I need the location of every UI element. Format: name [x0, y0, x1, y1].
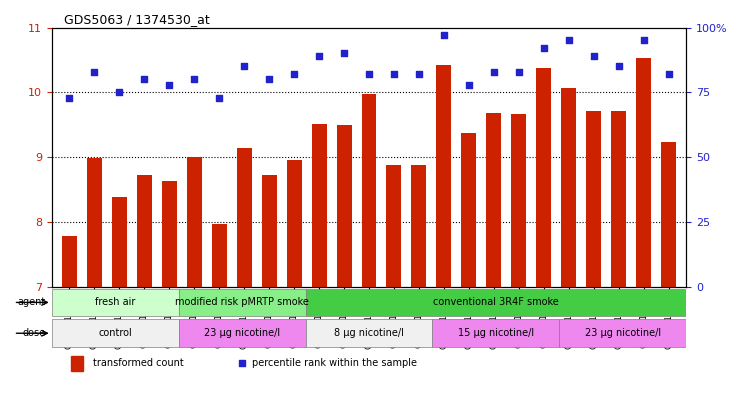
Point [263, 76, 275, 83]
Point [313, 53, 325, 59]
Bar [311, 124, 326, 287]
Bar [212, 224, 227, 287]
Point [413, 71, 425, 77]
Bar [636, 58, 652, 287]
Bar [62, 237, 77, 287]
Bar [71, 356, 83, 371]
Point [188, 76, 200, 83]
Point [638, 37, 649, 44]
Bar [237, 147, 252, 287]
Text: 23 μg nicotine/l: 23 μg nicotine/l [204, 328, 280, 338]
FancyBboxPatch shape [179, 288, 306, 316]
Text: 15 μg nicotine/l: 15 μg nicotine/l [458, 328, 534, 338]
Text: conventional 3R4F smoke: conventional 3R4F smoke [433, 298, 559, 307]
Point [236, 360, 248, 366]
Text: percentile rank within the sample: percentile rank within the sample [252, 358, 416, 368]
Bar [137, 175, 151, 287]
Point [388, 71, 400, 77]
Point [613, 63, 625, 70]
FancyBboxPatch shape [52, 288, 179, 316]
Bar [436, 65, 452, 287]
Bar [362, 94, 376, 287]
Bar [187, 157, 201, 287]
Point [438, 32, 450, 39]
Bar [162, 181, 176, 287]
Bar [611, 110, 627, 287]
Point [63, 94, 75, 101]
Point [238, 63, 250, 70]
Bar [661, 142, 676, 287]
Bar [587, 110, 601, 287]
FancyBboxPatch shape [306, 288, 686, 316]
Bar [537, 68, 551, 287]
Point [89, 68, 100, 75]
FancyBboxPatch shape [432, 320, 559, 347]
Bar [337, 125, 351, 287]
Point [213, 94, 225, 101]
Bar [111, 198, 127, 287]
Point [513, 68, 525, 75]
Text: control: control [98, 328, 132, 338]
Point [563, 37, 575, 44]
Point [363, 71, 375, 77]
Bar [562, 88, 576, 287]
Bar [412, 165, 427, 287]
Bar [286, 160, 302, 287]
Text: transformed count: transformed count [93, 358, 184, 368]
Point [338, 50, 350, 57]
Point [163, 81, 175, 88]
Bar [486, 113, 501, 287]
Point [538, 45, 550, 51]
Point [463, 81, 475, 88]
Point [138, 76, 150, 83]
Bar [261, 175, 277, 287]
Bar [86, 158, 102, 287]
Point [288, 71, 300, 77]
Point [588, 53, 600, 59]
Bar [511, 114, 526, 287]
Text: 23 μg nicotine/l: 23 μg nicotine/l [584, 328, 661, 338]
Bar [387, 165, 401, 287]
FancyBboxPatch shape [306, 320, 432, 347]
FancyBboxPatch shape [52, 320, 179, 347]
FancyBboxPatch shape [179, 320, 306, 347]
Text: dose: dose [22, 328, 45, 338]
Bar [461, 133, 477, 287]
Point [663, 71, 675, 77]
Point [488, 68, 500, 75]
Text: GDS5063 / 1374530_at: GDS5063 / 1374530_at [64, 13, 210, 26]
Text: modified risk pMRTP smoke: modified risk pMRTP smoke [175, 298, 309, 307]
FancyBboxPatch shape [559, 320, 686, 347]
Point [113, 89, 125, 95]
Text: agent: agent [17, 298, 45, 307]
Text: fresh air: fresh air [95, 298, 135, 307]
Text: 8 μg nicotine/l: 8 μg nicotine/l [334, 328, 404, 338]
